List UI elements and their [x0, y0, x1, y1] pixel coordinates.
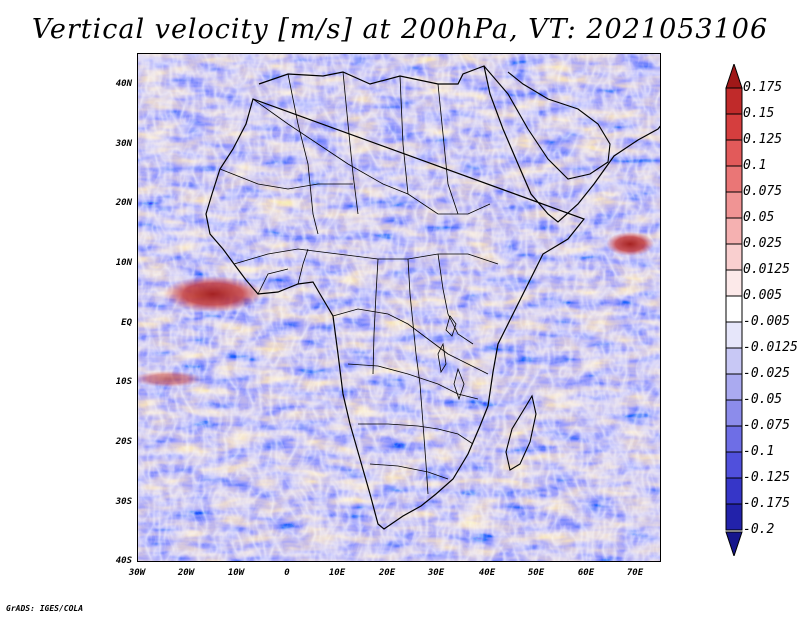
grads-credit: GrADS: IGES/COLA: [6, 604, 84, 613]
colorbar-label-17: -0.2: [743, 522, 775, 537]
colorbar-label-12: -0.05: [743, 392, 783, 407]
colorbar-label-3: 0.1: [743, 158, 767, 173]
colorbar-cell: [725, 295, 743, 323]
colorbar-label-2: 0.125: [743, 132, 783, 147]
lat-label-30s: 30S: [115, 497, 132, 507]
colorbar-label-11: -0.025: [743, 366, 790, 381]
colorbar-bottom-arrow: [725, 531, 743, 556]
great-lakes: [437, 315, 465, 401]
colorbar-cell: [725, 373, 743, 401]
lon-label-40e: 40E: [478, 568, 496, 578]
colorbar-label-9: -0.005: [743, 314, 790, 329]
lon-label-10e: 10E: [328, 568, 346, 578]
colorbar-cell: [725, 87, 743, 115]
colorbar-cell: [725, 113, 743, 141]
colorbar-label-5: 0.05: [743, 210, 775, 225]
colorbar-cell: [725, 217, 743, 245]
updraft-south-atlantic: [138, 371, 203, 387]
colorbar-cell: [725, 243, 743, 271]
colorbar-cell: [725, 399, 743, 427]
lon-label-50e: 50E: [527, 568, 545, 578]
colorbar-cell: [725, 425, 743, 453]
colorbar-label-10: -0.0125: [743, 340, 798, 355]
colorbar-label-1: 0.15: [743, 106, 775, 121]
africa-coastline: [205, 65, 660, 530]
lon-label-10w: 10W: [227, 568, 245, 578]
colorbar-label-4: 0.075: [743, 184, 783, 199]
colorbar-label-8: 0.005: [743, 288, 783, 303]
lon-label-70e: 70E: [626, 568, 644, 578]
lon-label-30e: 30E: [427, 568, 445, 578]
colorbar-label-16: -0.175: [743, 496, 790, 511]
colorbar-cell: [725, 321, 743, 349]
colorbar-cell: [725, 165, 743, 193]
colorbar-label-15: -0.125: [743, 470, 790, 485]
lat-label-40n: 40N: [115, 79, 132, 89]
colorbar-label-7: 0.0125: [743, 262, 790, 277]
lon-label-60e: 60E: [577, 568, 595, 578]
colorbar-label-6: 0.025: [743, 236, 783, 251]
lon-label-20w: 20W: [177, 568, 195, 578]
lon-label-20e: 20E: [378, 568, 396, 578]
lat-label-20n: 20N: [115, 198, 132, 208]
colorbar-cell: [725, 451, 743, 479]
country-borders: [219, 71, 499, 495]
map-panel[interactable]: [137, 53, 661, 562]
colorbar: [725, 64, 743, 556]
chart-title: Vertical velocity [m/s] at 200hPa, VT: 2…: [31, 14, 769, 45]
updraft-arabian-sea: [606, 232, 654, 256]
lat-label-eq: EQ: [121, 318, 132, 328]
colorbar-cell: [725, 191, 743, 219]
updraft-guinea-coast: [163, 276, 263, 312]
colorbar-label-0: 0.175: [743, 80, 783, 95]
colorbar-cell: [725, 347, 743, 375]
colorbar-cell: [725, 269, 743, 297]
colorbar-cells: [725, 87, 743, 531]
lat-label-10s: 10S: [115, 377, 132, 387]
lat-label-10n: 10N: [115, 258, 132, 268]
colorbar-cell: [725, 503, 743, 531]
lat-label-30n: 30N: [115, 139, 132, 149]
colorbar-top-arrow: [725, 64, 743, 89]
lon-label-0: 0: [284, 568, 290, 578]
arabia-outline: [483, 65, 611, 180]
colorbar-label-14: -0.1: [743, 444, 775, 459]
lon-label-30w: 30W: [128, 568, 146, 578]
velocity-map: [138, 54, 660, 561]
madagascar-outline: [505, 394, 537, 471]
colorbar-cell: [725, 477, 743, 505]
lat-label-20s: 20S: [115, 437, 132, 447]
colorbar-cell: [725, 139, 743, 167]
colorbar-label-13: -0.075: [743, 418, 790, 433]
lat-label-40s: 40S: [115, 556, 132, 566]
